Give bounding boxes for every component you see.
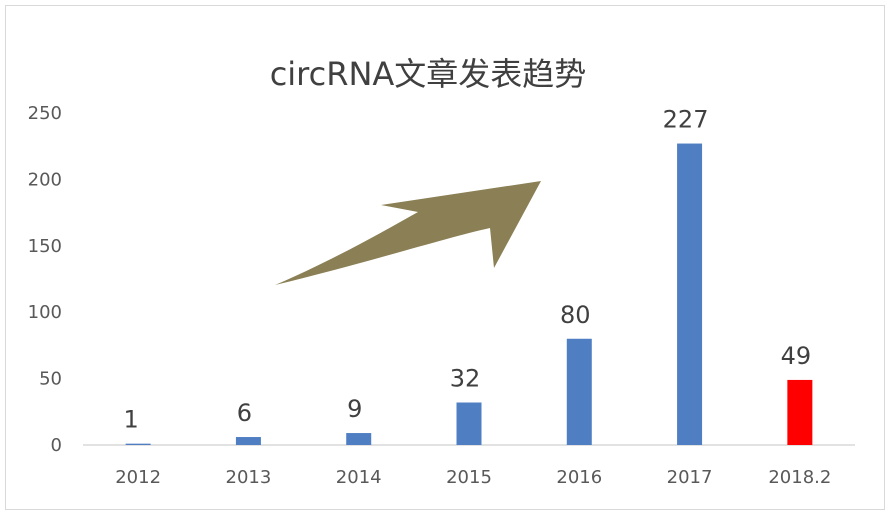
chart-title: circRNA文章发表趋势 <box>270 55 587 93</box>
x-tick-label: 2015 <box>446 467 492 488</box>
data-label-2017: 227 <box>663 106 709 134</box>
bar-2014 <box>346 433 372 445</box>
bar-2016 <box>566 338 592 445</box>
x-tick-label: 2017 <box>667 467 713 488</box>
data-label-2018.2: 49 <box>781 342 812 370</box>
data-labels-group: 1 6 9 32 80 227 49 <box>124 106 812 434</box>
data-label-2013: 6 <box>237 399 252 427</box>
data-label-2016: 80 <box>560 301 591 329</box>
trend-arrow-icon <box>275 181 541 285</box>
x-tick-label: 2012 <box>115 467 161 488</box>
bar-2018.2 <box>787 379 813 445</box>
x-tick-label: 2014 <box>336 467 382 488</box>
bar-2012 <box>125 443 151 445</box>
y-axis-ticks: 0 50 100 150 200 250 <box>28 103 62 456</box>
bars-group <box>125 143 813 445</box>
x-tick-label: 2016 <box>556 467 602 488</box>
x-axis-ticks: 2012 2013 2014 2015 2016 2017 2018.2 <box>115 467 831 488</box>
bar-2015 <box>456 402 482 445</box>
y-tick-label: 0 <box>51 435 62 456</box>
y-tick-label: 150 <box>28 236 62 257</box>
data-label-2015: 32 <box>450 365 481 393</box>
y-tick-label: 50 <box>39 369 62 390</box>
y-tick-label: 100 <box>28 302 62 323</box>
bar-2013 <box>235 437 261 445</box>
bar-2017 <box>677 143 703 445</box>
data-label-2012: 1 <box>124 406 139 434</box>
y-tick-label: 200 <box>28 169 62 190</box>
chart-frame <box>5 5 885 510</box>
y-tick-label: 250 <box>28 103 62 124</box>
data-label-2014: 9 <box>347 395 362 423</box>
x-tick-label: 2018.2 <box>768 467 831 488</box>
x-tick-label: 2013 <box>226 467 272 488</box>
